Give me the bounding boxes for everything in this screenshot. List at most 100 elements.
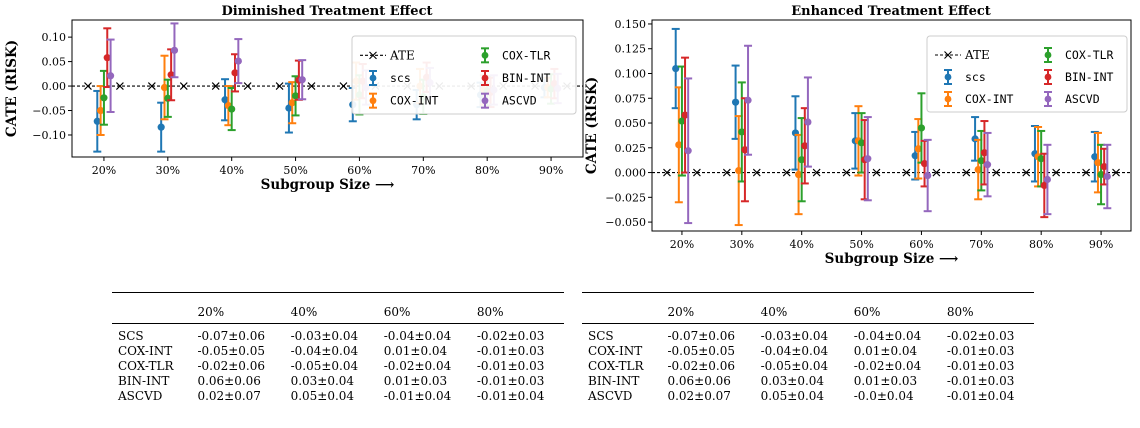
table-cell: 0.01±0.04	[853, 344, 918, 358]
data-point	[920, 160, 929, 168]
table-cell: -0.01±0.03	[476, 359, 545, 373]
table-row: COX-INT -0.05±0.05 -0.04±0.04 0.01±0.04 …	[112, 344, 564, 359]
data-point	[228, 105, 236, 113]
legend-swatch-dot	[1044, 73, 1052, 81]
ate-marker	[693, 168, 701, 177]
x-tick-label: 90%	[539, 164, 563, 177]
x-tick-label: 30%	[156, 164, 180, 177]
table-cell: SCS	[588, 329, 614, 343]
ate-marker	[1082, 168, 1090, 177]
data-point	[231, 69, 239, 77]
data-point	[983, 161, 992, 169]
table-cell: -0.04±0.04	[290, 344, 359, 358]
data-point	[911, 152, 919, 160]
chart-title: Enhanced Treatment Effect	[791, 4, 991, 19]
table-cell: -0.07±0.06	[667, 329, 735, 343]
data-point	[1040, 181, 1048, 190]
legend-label: COX-TLR	[1065, 48, 1114, 62]
data-point	[234, 57, 242, 65]
data-point	[672, 64, 680, 73]
table-col-header	[112, 301, 192, 324]
x-tick-label: 60%	[909, 238, 933, 251]
data-point	[160, 83, 169, 92]
table-cell: 0.05±0.04	[760, 389, 825, 403]
table-row: COX-TLR -0.02±0.06 -0.05±0.04 -0.02±0.04…	[582, 359, 1034, 374]
x-tick-label: 80%	[1029, 238, 1053, 251]
table-col-header: 60%	[847, 301, 941, 324]
data-point	[738, 128, 746, 136]
table-row: COX-TLR -0.02±0.06 -0.05±0.04 -0.02±0.04…	[112, 359, 564, 374]
legend-label: ATE	[389, 48, 415, 62]
data-point	[804, 118, 812, 126]
data-point	[1043, 175, 1052, 184]
x-tick-label: 90%	[1089, 238, 1113, 251]
data-point	[288, 99, 296, 107]
table-cell: -0.04±0.04	[760, 344, 829, 358]
plot-frame	[651, 19, 1132, 232]
legend-ate-marker	[369, 51, 377, 60]
ate-marker	[339, 82, 348, 90]
y-tick-label: −0.050	[605, 216, 646, 229]
table-cell: 0.01±0.03	[383, 374, 448, 388]
ate-marker	[663, 168, 671, 177]
chart-panel-1: Enhanced Treatment Effect −0.050 −0.025 0.0…	[584, 4, 1132, 267]
table-cell: 0.03±0.04	[760, 374, 825, 388]
table-cell: -0.04±0.04	[383, 329, 452, 343]
table-col-header: 60%	[377, 301, 471, 324]
table-col-header: 40%	[754, 301, 848, 324]
data-point	[291, 92, 300, 100]
table-cell: 0.01±0.03	[853, 374, 918, 388]
data-point	[100, 94, 108, 102]
legend-swatch-dot	[1044, 95, 1052, 103]
data-point	[914, 145, 922, 153]
y-tick-label: 0.050	[615, 117, 647, 130]
ate-marker	[275, 82, 284, 90]
ate-marker	[782, 168, 791, 177]
table-cell: -0.03±0.04	[760, 329, 829, 343]
table-cell: COX-INT	[588, 344, 643, 358]
data-point	[221, 96, 229, 104]
table-cell: -0.05±0.05	[667, 344, 735, 358]
data-point	[106, 72, 115, 80]
ate-marker	[307, 82, 316, 90]
table-cell: COX-TLR	[118, 359, 174, 373]
table-cell: -0.02±0.03	[476, 329, 545, 343]
data-point	[731, 98, 740, 106]
table-cell: -0.01±0.04	[946, 389, 1015, 403]
legend-label: BIN-INT	[502, 71, 551, 85]
ate-marker	[1052, 168, 1061, 177]
y-tick-label: 0.05	[42, 56, 67, 69]
data-point	[924, 171, 932, 180]
ate-marker	[1112, 168, 1120, 177]
data-point	[170, 46, 179, 54]
ate-marker	[722, 168, 731, 177]
data-point	[864, 155, 872, 163]
x-tick-label: 50%	[849, 238, 873, 251]
table-row: BIN-INT 0.06±0.06 0.03±0.04 0.01±0.03 -0…	[112, 374, 564, 389]
table-cell: -0.05±0.05	[197, 344, 265, 358]
ate-marker	[179, 82, 188, 90]
data-point	[1094, 159, 1102, 167]
ate-marker	[902, 168, 911, 177]
data-point	[298, 76, 306, 84]
chart-legend: ATE scs COX-INT COX-TLR BIN-INT ASCVD	[351, 35, 577, 115]
data-point	[678, 117, 686, 125]
x-tick-label: 50%	[283, 164, 307, 177]
y-tick-label: 0.075	[615, 92, 647, 105]
table-col-header: 20%	[191, 301, 285, 324]
results-table-left: 20% 40% 60% 80% SCS -0.07±0.06 -0.03±0.0…	[112, 292, 564, 404]
data-point	[1097, 170, 1105, 179]
chart-title: Diminished Treatment Effect	[221, 4, 432, 19]
data-point	[97, 106, 105, 115]
table-row: BIN-INT 0.06±0.06 0.03±0.04 0.01±0.03 -0…	[582, 374, 1034, 389]
legend-label: ASCVD	[1065, 92, 1100, 106]
table-cell: -0.04±0.04	[853, 329, 922, 343]
table-cell: -0.02±0.06	[667, 359, 735, 373]
table-cell: -0.02±0.06	[197, 359, 265, 373]
table-cell: COX-TLR	[588, 359, 644, 373]
ate-marker	[147, 82, 156, 90]
ate-marker	[932, 168, 941, 177]
data-point	[675, 141, 683, 149]
data-point	[1091, 153, 1099, 161]
x-tick-label: 20%	[92, 164, 116, 177]
